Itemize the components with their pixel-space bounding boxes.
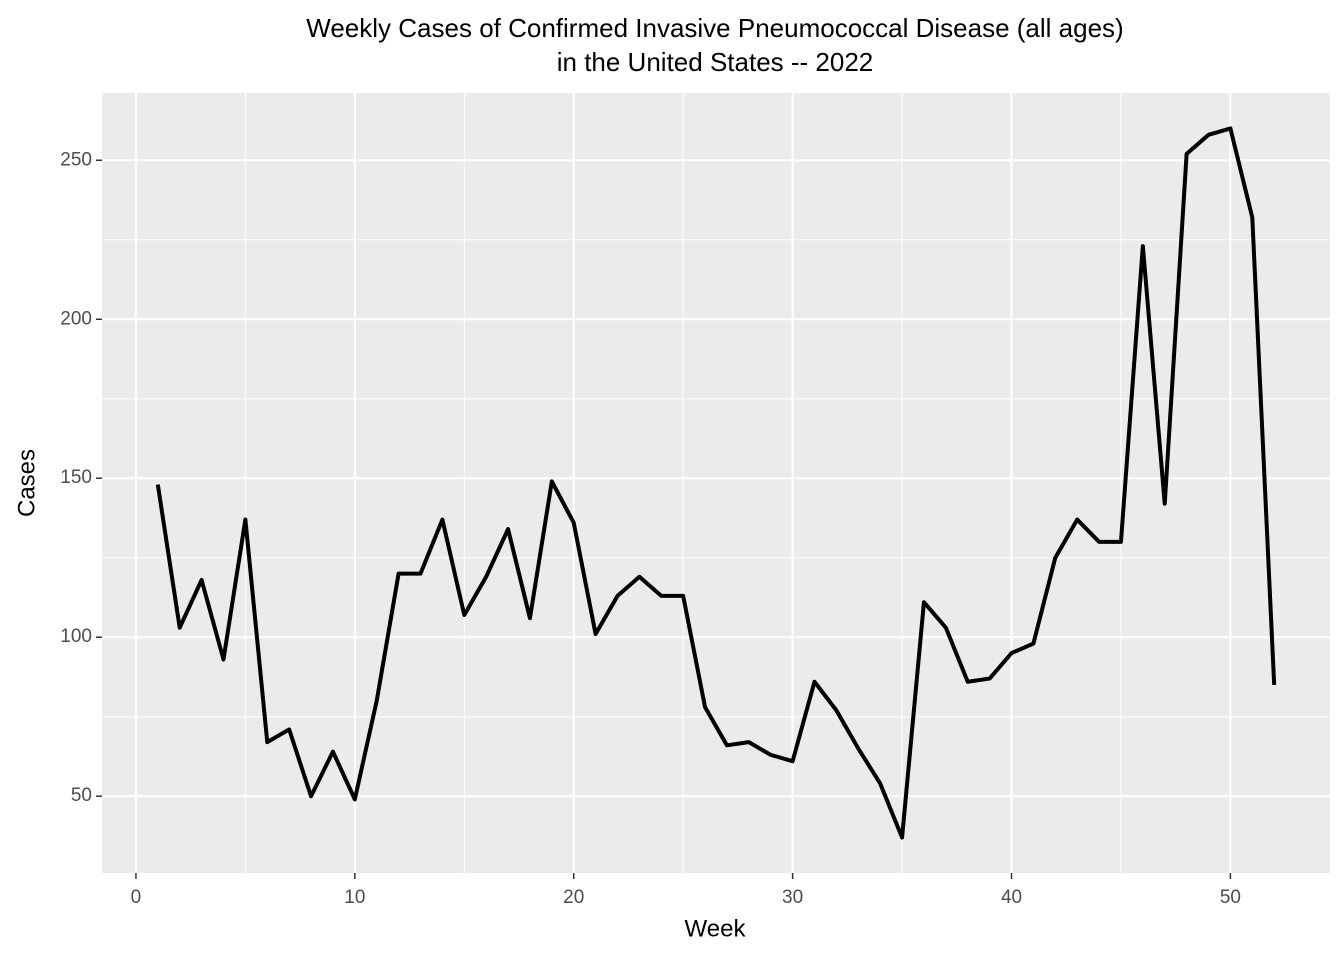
x-tick-label: 40 — [1001, 887, 1022, 908]
y-tick-label: 100 — [60, 626, 92, 647]
x-tick-label: 20 — [563, 887, 584, 908]
x-tick-label: 0 — [131, 887, 142, 908]
y-tick-label: 150 — [60, 467, 92, 488]
y-tick-label: 200 — [60, 308, 92, 329]
data-line — [155, 126, 1277, 840]
chart-title: in the United States -- 2022 — [557, 47, 874, 77]
panel — [102, 93, 1330, 873]
y-tick-label: 250 — [60, 149, 92, 170]
y-tick-label: 50 — [71, 785, 92, 806]
x-tick-label: 30 — [782, 887, 803, 908]
x-axis-title: Week — [685, 915, 747, 942]
x-tick-label: 50 — [1220, 887, 1241, 908]
chart-title: Weekly Cases of Confirmed Invasive Pneum… — [306, 13, 1123, 43]
x-tick-label: 10 — [344, 887, 365, 908]
y-axis-title: Cases — [13, 449, 40, 517]
